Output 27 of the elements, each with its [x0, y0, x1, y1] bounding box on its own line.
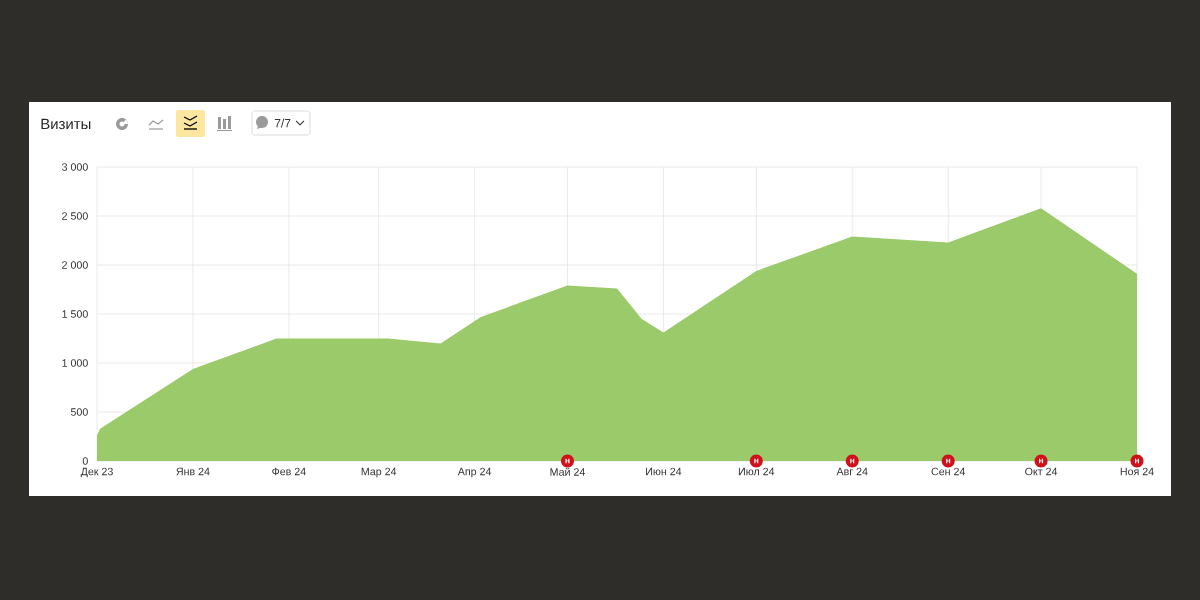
x-tick-label: Сен 24 — [931, 467, 966, 476]
y-tick-label: 0 — [82, 457, 88, 465]
annotation: н — [754, 458, 759, 464]
y-tick-label: 1 000 — [62, 359, 88, 367]
x-tick-label: Май 24 — [550, 467, 586, 476]
x-tick-label: Мар 24 — [361, 467, 397, 478]
annotation: н — [1039, 458, 1044, 464]
y-tick-label: 2 000 — [62, 261, 88, 269]
annotation: н — [1135, 458, 1140, 464]
annotation: н — [946, 458, 951, 464]
x-tick-label: Янв 24 — [176, 467, 210, 476]
y-tick-label: 500 — [70, 408, 88, 416]
x-tick-label: Июл 24 — [738, 467, 775, 476]
chart-title: Визиты — [41, 118, 91, 130]
annotation: н — [850, 458, 855, 464]
x-tick-label: Авг 24 — [836, 467, 868, 476]
y-tick-label: 2 500 — [62, 212, 88, 220]
annotation: н — [565, 458, 570, 464]
x-tick-label: Июн 24 — [646, 467, 682, 476]
x-tick-label: Фев 24 — [272, 467, 306, 476]
x-tick-label: Дек 23 — [80, 467, 113, 478]
y-tick-label: 1 500 — [62, 310, 88, 318]
x-tick-label: Ноя 24 — [1120, 467, 1154, 476]
text: 7/7 — [274, 118, 291, 128]
y-tick-label: 3 000 — [61, 163, 88, 171]
x-tick-label: Окт 24 — [1025, 467, 1058, 476]
x-tick-label: Апр 24 — [457, 467, 492, 478]
